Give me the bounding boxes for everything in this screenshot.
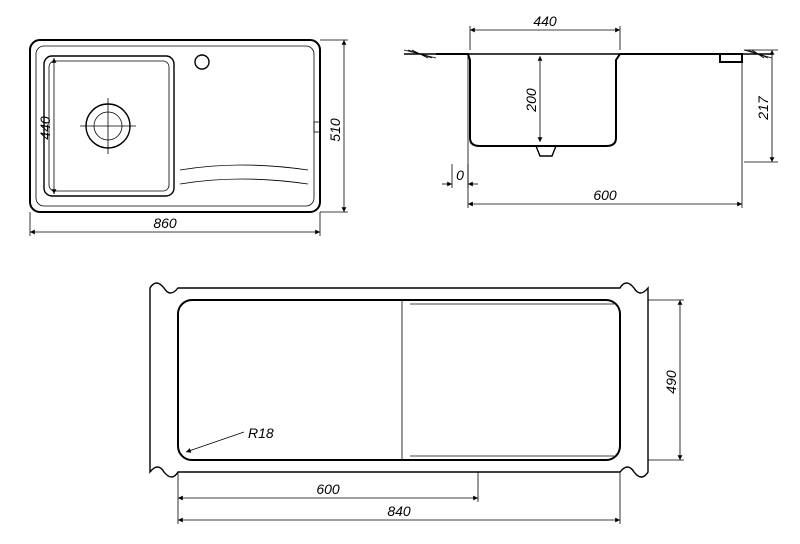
radius-label: R18: [248, 425, 274, 441]
dim-sec-440: 440: [470, 13, 620, 50]
dim-label: 600: [316, 481, 340, 497]
dim-label: 440: [37, 116, 53, 140]
dim-sec-600: 600: [468, 164, 742, 208]
dim-sec-200: 200: [523, 56, 540, 142]
dim-label: 200: [523, 88, 539, 113]
cutout-rect: [178, 300, 620, 460]
dim-cut-490: 490: [648, 300, 684, 460]
dim-plan-440: 440: [37, 58, 54, 194]
dim-label: 600: [593, 187, 617, 203]
drawing-canvas: 860 510 440 440 200 217 0 600: [0, 0, 800, 544]
plan-view: [30, 40, 320, 212]
dim-label: 440: [533, 13, 557, 29]
dim-label: 490: [663, 370, 679, 394]
dim-label: 217: [755, 95, 771, 121]
dim-label: 860: [153, 215, 177, 231]
dim-label: 840: [387, 503, 411, 519]
tap-hole: [195, 55, 209, 69]
dim-cut-600: 600: [178, 472, 478, 524]
dim-label: 0: [456, 167, 464, 183]
dim-label: 510: [327, 118, 343, 142]
section-view: [404, 50, 772, 208]
dim-plan-860: 860: [30, 212, 320, 236]
dim-plan-510: 510: [320, 40, 348, 212]
hatch-left: [404, 50, 436, 58]
cutout-view: R18: [150, 283, 648, 477]
dim-sec-0: 0: [442, 164, 478, 188]
dim-sec-217: 217: [744, 50, 778, 162]
